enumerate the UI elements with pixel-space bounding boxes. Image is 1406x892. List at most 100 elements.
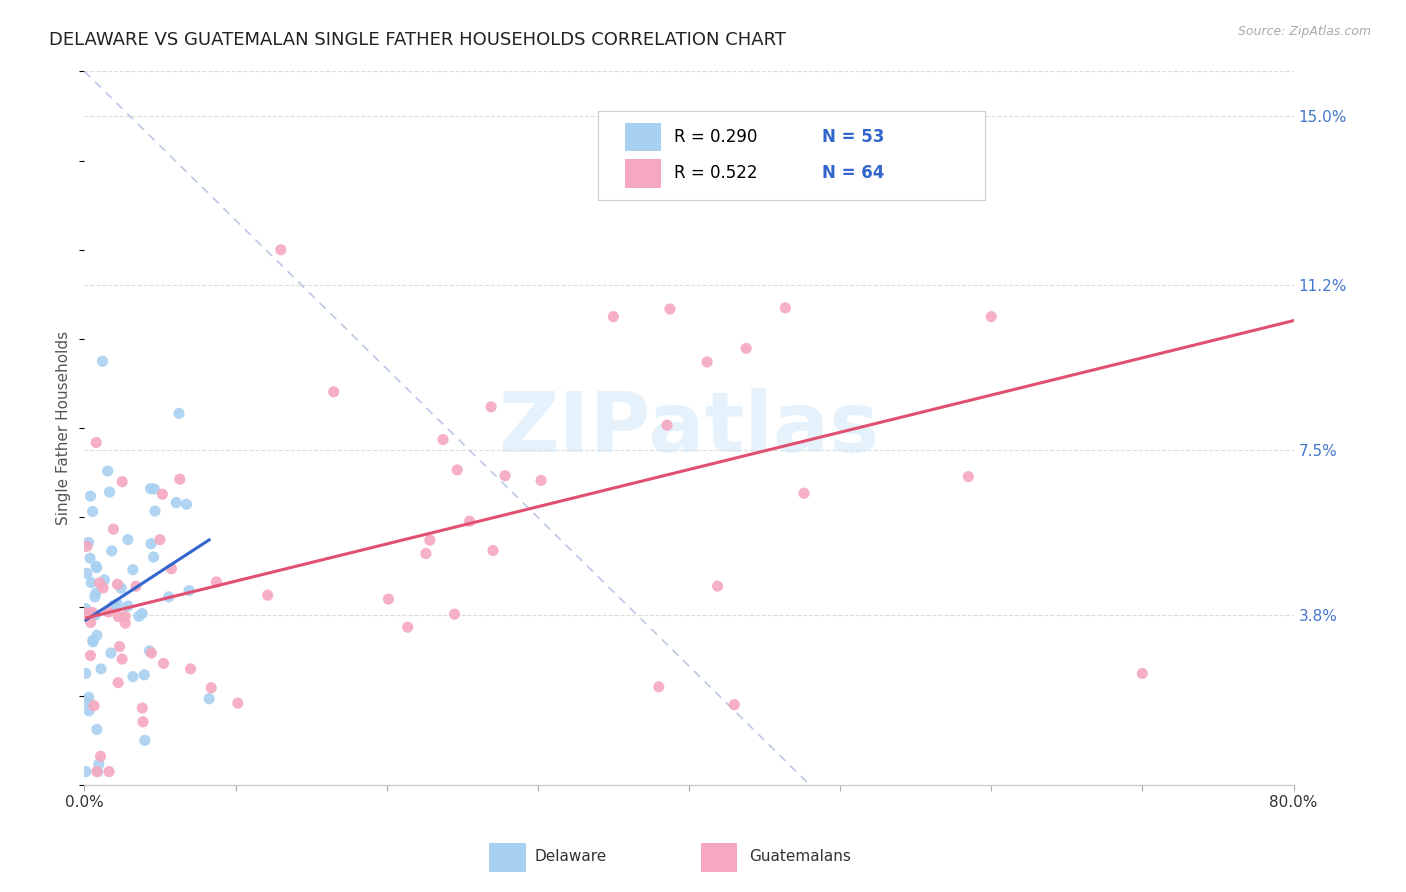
Bar — [489, 844, 526, 872]
Point — [97, 464, 120, 478]
Point — [75, 694, 97, 708]
Point — [226, 696, 249, 710]
Point — [157, 590, 180, 604]
Point — [91, 581, 114, 595]
Point — [131, 607, 153, 621]
Point — [167, 406, 190, 420]
Point — [86, 764, 108, 779]
Point — [655, 418, 678, 433]
Point — [125, 579, 148, 593]
Text: R = 0.290: R = 0.290 — [675, 128, 758, 146]
Point — [443, 607, 465, 622]
Point — [107, 577, 129, 591]
Text: DELAWARE VS GUATEMALAN SINGLE FATHER HOUSEHOLDS CORRELATION CHART: DELAWARE VS GUATEMALAN SINGLE FATHER HOU… — [49, 31, 786, 49]
Point — [479, 400, 502, 414]
Point — [80, 575, 103, 590]
Point — [79, 489, 101, 503]
Point — [75, 666, 97, 681]
Point — [91, 354, 114, 368]
Point — [82, 606, 104, 620]
Point — [107, 609, 129, 624]
Point — [149, 533, 172, 547]
Point — [419, 533, 441, 548]
Point — [76, 566, 98, 581]
Point — [143, 482, 166, 496]
Point — [138, 644, 160, 658]
Point — [602, 310, 624, 324]
Point — [648, 680, 671, 694]
Point — [121, 563, 143, 577]
Point — [205, 574, 228, 589]
Point — [82, 504, 104, 518]
Point — [793, 486, 815, 500]
Point — [117, 533, 139, 547]
Point — [76, 540, 98, 554]
Point — [143, 504, 166, 518]
Point — [723, 698, 745, 712]
Point — [530, 474, 553, 488]
Point — [270, 243, 292, 257]
Point — [97, 605, 120, 619]
Point — [84, 435, 107, 450]
Point — [134, 733, 156, 747]
Point — [396, 620, 419, 634]
Point — [75, 764, 97, 779]
Point — [198, 691, 221, 706]
Point — [111, 475, 134, 489]
Point — [77, 690, 100, 705]
Point — [122, 670, 145, 684]
Point — [139, 482, 162, 496]
Bar — [702, 844, 737, 872]
Text: Source: ZipAtlas.com: Source: ZipAtlas.com — [1237, 25, 1371, 38]
Point — [108, 640, 131, 654]
Bar — [624, 123, 661, 152]
Point — [142, 549, 165, 564]
Point — [86, 560, 108, 574]
Point — [98, 764, 121, 779]
Point — [415, 547, 437, 561]
Point — [658, 301, 681, 316]
Point — [458, 514, 481, 528]
Point — [89, 575, 111, 590]
Point — [101, 544, 124, 558]
Point — [82, 633, 104, 648]
Point — [139, 537, 162, 551]
Point — [77, 535, 100, 549]
Point — [160, 562, 183, 576]
Point — [86, 723, 108, 737]
Point — [180, 662, 202, 676]
Point — [141, 646, 163, 660]
Point — [100, 646, 122, 660]
Point — [150, 487, 173, 501]
Point — [79, 551, 101, 566]
Point — [87, 757, 110, 772]
Point — [176, 497, 198, 511]
Point — [128, 609, 150, 624]
Point — [105, 597, 128, 611]
Point — [200, 681, 222, 695]
Point — [114, 616, 136, 631]
Text: Delaware: Delaware — [534, 849, 606, 863]
Text: N = 53: N = 53 — [823, 128, 884, 146]
Point — [83, 590, 105, 604]
Point — [86, 628, 108, 642]
Point — [322, 384, 344, 399]
Point — [76, 606, 98, 620]
Point — [107, 675, 129, 690]
Point — [131, 701, 153, 715]
Point — [77, 704, 100, 718]
Text: ZIPatlas: ZIPatlas — [499, 388, 879, 468]
Point — [103, 599, 125, 613]
Point — [177, 583, 200, 598]
Point — [111, 652, 134, 666]
Point — [87, 764, 110, 779]
Point — [775, 301, 797, 315]
Point — [830, 176, 852, 190]
Y-axis label: Single Father Households: Single Father Households — [56, 331, 72, 525]
Point — [84, 607, 107, 622]
Point — [165, 495, 187, 509]
Point — [84, 586, 107, 600]
Point — [377, 592, 399, 607]
Point — [82, 634, 104, 648]
Point — [957, 469, 980, 483]
